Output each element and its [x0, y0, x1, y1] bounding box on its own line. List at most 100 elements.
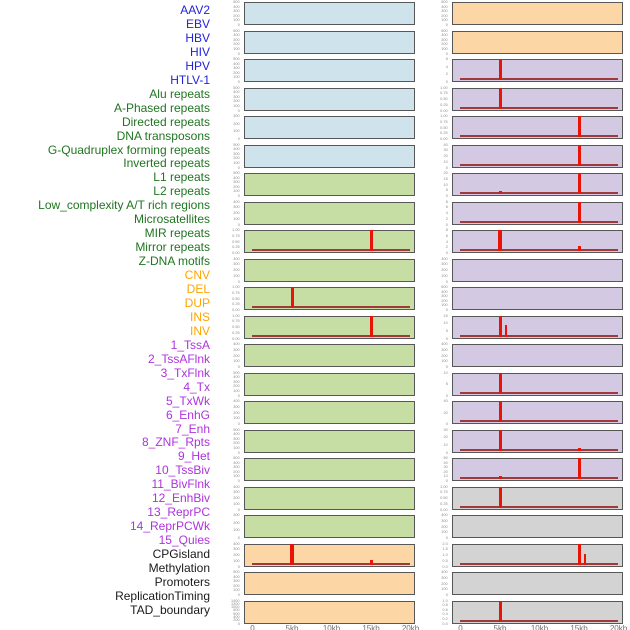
y-tick-label: 8	[445, 228, 448, 232]
y-tick-label: 300	[233, 490, 240, 495]
track-panel	[244, 344, 415, 367]
baseline-marker	[252, 334, 410, 337]
y-axis-ticks: 1.00 0.75 0.50 0.25 0.00	[212, 314, 242, 341]
y-tick-label: 0	[237, 365, 240, 369]
y-tick-label: 1.00	[440, 114, 448, 118]
y-tick-label: 300	[233, 180, 240, 185]
y-tick-label: 200	[233, 121, 240, 126]
y-tick-label: 100	[441, 359, 448, 364]
y-tick-label: 0	[237, 507, 240, 512]
spike-marker	[498, 476, 502, 479]
y-tick-label: 100	[233, 129, 240, 134]
y-tick-label: 0	[445, 222, 448, 227]
y-tick-label: 400	[441, 33, 448, 38]
y-tick-label: 300	[233, 513, 240, 517]
y-tick-label: 0	[445, 80, 448, 84]
y-tick-label: 0.5	[442, 558, 448, 563]
spike-marker	[498, 315, 502, 337]
y-tick-label: 400	[441, 513, 448, 517]
y-tick-label: 0	[237, 222, 240, 227]
y-tick-label: 40	[443, 460, 448, 465]
y-tick-label: 200	[233, 553, 240, 557]
baseline-marker	[460, 505, 618, 508]
y-tick-label: 200	[441, 268, 448, 272]
baseline-marker	[460, 477, 618, 479]
y-tick-label: 100	[233, 18, 240, 23]
y-tick-label: 100	[233, 528, 240, 533]
y-tick-label: 100	[441, 530, 448, 535]
y-tick-label: 200	[233, 156, 240, 161]
y-axis-ticks: 500 400 300 200 100 0	[212, 86, 242, 113]
track-label: 1_TssA	[170, 337, 210, 352]
y-tick-label: 8	[445, 199, 448, 204]
y-tick-label: 200	[441, 581, 448, 586]
y-tick-label: 300	[441, 347, 448, 352]
x-tick-label: 20kb	[401, 623, 420, 630]
y-tick-label: 0.75	[440, 91, 448, 96]
y-tick-label: 400	[233, 175, 240, 180]
y-tick-label: 0.75	[232, 290, 240, 295]
y-tick-label: 200	[441, 353, 448, 358]
y-tick-label: 0	[445, 251, 448, 255]
y-axis-ticks: 400 300 200 100 0	[420, 257, 450, 284]
track-panel	[244, 486, 415, 510]
track-label: 10_TssBiv	[155, 463, 210, 478]
track-label: ReplicationTiming	[115, 588, 210, 603]
track-panel	[244, 458, 415, 481]
y-axis-ticks: 400 300 200 100 0	[212, 542, 242, 569]
y-tick-label: 200	[233, 42, 240, 47]
y-tick-label: 1.00	[232, 228, 240, 232]
y-tick-label: 200	[441, 524, 448, 529]
y-tick-label: 0	[445, 536, 448, 540]
y-tick-label: 100	[441, 273, 448, 278]
y-tick-label: 300	[233, 66, 240, 71]
y-axis-ticks: 500 400 300 200 100 0	[212, 171, 242, 198]
y-axis-ticks: 20 15 10 5 0	[420, 171, 450, 198]
y-tick-label: 100	[233, 558, 240, 563]
spike-marker	[577, 201, 581, 223]
track-panel	[452, 429, 623, 453]
track-label: 14_ReprPCWk	[129, 519, 210, 534]
y-tick-label: 0.00	[440, 137, 448, 141]
y-tick-label: 400	[233, 484, 240, 489]
y-tick-label: 0	[237, 621, 240, 626]
y-tick-label: 2	[445, 72, 448, 77]
y-tick-label: 100	[233, 588, 240, 593]
spike-marker	[290, 287, 294, 308]
track-label: 3_TxFlnk	[160, 365, 210, 380]
y-tick-label: 300	[233, 465, 240, 470]
y-tick-label: 0	[445, 279, 448, 284]
y-axis-ticks: 1.00 0.75 0.50 0.25 0.00	[212, 228, 242, 255]
y-tick-label: 400	[441, 4, 448, 9]
spike-marker	[498, 230, 502, 251]
y-tick-label: 500	[233, 427, 240, 432]
y-tick-label: 10	[443, 370, 448, 375]
spike-marker	[498, 87, 502, 109]
y-tick-label: 300	[233, 94, 240, 99]
track-label: HTLV-1	[170, 72, 210, 87]
y-tick-label: 300	[233, 9, 240, 14]
y-tick-label: 0	[237, 165, 240, 170]
y-tick-label: 0.50	[232, 239, 240, 244]
y-tick-label: 0	[445, 51, 448, 56]
y-tick-label: 600	[233, 611, 240, 616]
y-tick-label: 400	[233, 147, 240, 152]
x-tick-label: 0	[458, 623, 463, 630]
baseline-marker	[460, 249, 618, 251]
y-axis-ticks: 400 300 200 100 0	[212, 342, 242, 369]
y-tick-label: 0	[237, 80, 240, 84]
y-tick-label: 0	[237, 23, 240, 27]
y-tick-label: 0.00	[440, 507, 448, 512]
track-label: 12_EnhBiv	[151, 491, 210, 506]
y-tick-label: 0	[445, 422, 448, 426]
y-tick-label: 1.00	[440, 484, 448, 489]
y-axis-ticks: 500 400 300 200 100 0	[212, 570, 242, 597]
y-tick-label: 0	[445, 165, 448, 170]
x-tick-label: 15kb	[362, 623, 380, 630]
y-tick-label: 10	[443, 474, 448, 479]
y-axis-ticks: 400 300 200 100 0	[420, 513, 450, 540]
y-tick-label: 1.0	[442, 553, 448, 557]
y-tick-label: 400	[233, 399, 240, 403]
track-label: 7_Enh	[175, 421, 210, 436]
